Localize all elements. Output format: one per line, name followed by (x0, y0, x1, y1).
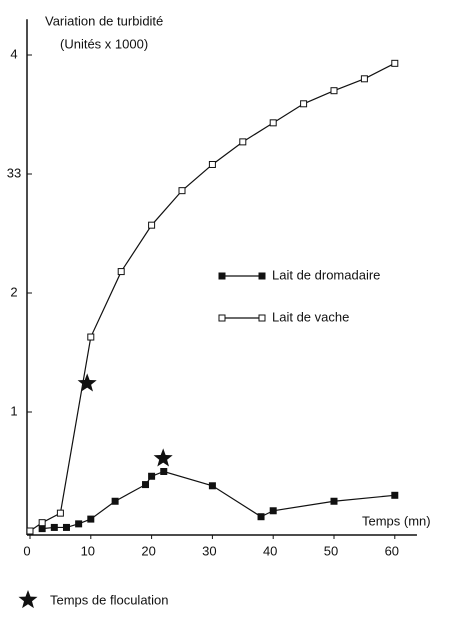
chart-title: Variation de turbidité (45, 13, 163, 28)
data-point (111, 497, 119, 505)
x-tick-label: 50 (324, 543, 338, 558)
x-tick-label: 10 (81, 543, 95, 558)
data-point (178, 187, 186, 195)
y-tick-label: 4 (10, 46, 17, 61)
data-point (160, 468, 168, 475)
data-point (87, 333, 95, 341)
flocculation-star (77, 373, 97, 392)
x-axis-label: Temps (mn) (362, 513, 431, 528)
data-point (269, 119, 277, 127)
x-tick-label: 0 (23, 543, 30, 558)
data-point (62, 523, 70, 531)
x-tick-label: 20 (141, 543, 155, 558)
legend-label: Lait de vache (272, 309, 349, 324)
data-point (269, 507, 277, 515)
x-tick-label: 40 (263, 543, 277, 558)
data-point (208, 482, 216, 490)
legend-marker (258, 314, 266, 322)
data-point (300, 100, 308, 108)
legend-label: Temps de floculation (50, 592, 169, 607)
data-point (56, 509, 64, 517)
legend-marker (218, 314, 226, 322)
data-point (391, 491, 399, 499)
data-point (239, 138, 247, 146)
flocculation-star (153, 448, 173, 467)
data-point (360, 75, 368, 83)
data-point (330, 87, 338, 95)
data-point (38, 519, 46, 527)
data-point (38, 525, 46, 533)
chart-subtitle: (Unités x 1000) (60, 36, 148, 51)
y-tick-label: 33 (7, 165, 21, 180)
series-line (29, 62, 396, 532)
data-point (148, 221, 156, 229)
data-point (87, 515, 95, 523)
data-point (257, 513, 265, 521)
x-tick-label: 60 (385, 543, 399, 558)
data-point (26, 527, 34, 535)
data-point (391, 59, 399, 67)
series-line (42, 470, 395, 530)
legend-star (18, 590, 38, 609)
legend-label: Lait de dromadaire (272, 267, 380, 282)
data-point (50, 523, 58, 531)
data-point (142, 481, 150, 489)
legend-marker (218, 272, 226, 280)
y-tick-label: 2 (10, 284, 17, 299)
data-point (75, 520, 83, 528)
legend-marker (258, 272, 266, 280)
data-point (330, 497, 338, 505)
data-point (208, 160, 216, 168)
y-tick-label: 1 (10, 403, 17, 418)
x-tick-label: 30 (202, 543, 216, 558)
data-point (148, 472, 156, 480)
data-point (117, 268, 125, 276)
